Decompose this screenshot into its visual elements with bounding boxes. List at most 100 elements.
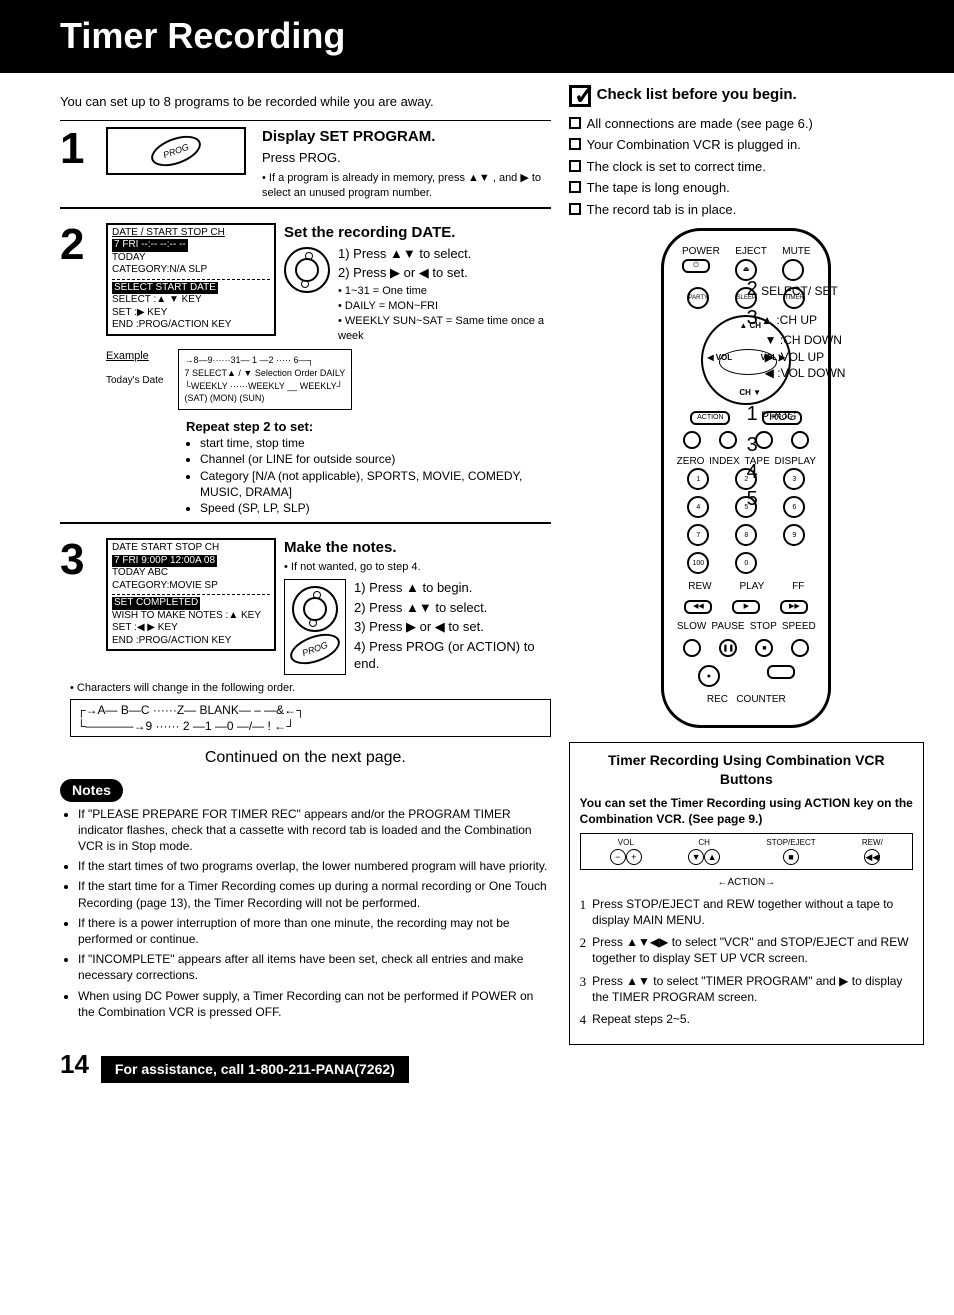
vcr-step: Repeat steps 2~5.	[592, 1011, 690, 1029]
prog-button-diagram: PROG	[106, 127, 246, 175]
vcr-vol-label: VOL	[610, 838, 642, 849]
page-title: Timer Recording	[0, 0, 954, 73]
vcr-buttons-box: Timer Recording Using Combination VCR Bu…	[569, 742, 924, 1045]
vcr-step: Press ▲▼◀▶ to select "VCR" and STOP/EJEC…	[592, 934, 913, 966]
btn-label: MUTE	[782, 245, 810, 259]
vcr-panel-diagram: VOL−+ CH▼▲ STOP/EJECT■ REW/◀◀	[580, 833, 913, 870]
step2-sub2: 2) Press ▶ or ◀ to set.	[338, 264, 551, 282]
checkbox-icon	[569, 181, 581, 193]
step3-sub3: 3) Press ▶ or ◀ to set.	[354, 618, 551, 636]
slow-button-icon	[683, 639, 701, 657]
step-3: 3 DATE START STOP CH 7 FRI 9:00P 12:00A …	[60, 532, 551, 675]
power-button-icon: ⏻	[682, 259, 710, 273]
vcr-lead: You can set the Timer Recording using AC…	[580, 795, 913, 827]
step-number: 2	[60, 223, 98, 267]
index-button-icon	[719, 431, 737, 449]
example-diagram: →8—9······31— 1 —2 ····· 6—┐ 7 SELECT▲ /…	[178, 349, 353, 409]
minus-icon: −	[610, 849, 626, 865]
vcr-title: Timer Recording Using Combination VCR Bu…	[580, 751, 913, 789]
lcd-line: SET :◀ ▶ KEY	[112, 622, 270, 635]
vcr-steps-list: 1Press STOP/EJECT and REW together witho…	[580, 896, 913, 1029]
rew-icon: ◀◀	[864, 849, 880, 865]
check-text: The tape is long enough.	[587, 179, 730, 197]
lcd-line: 7 FRI --:-- --:-- --	[112, 239, 188, 252]
repeat-item: start time, stop time	[200, 435, 551, 451]
note-item: If the start time for a Timer Recording …	[78, 878, 551, 910]
num-button-icon: 9	[783, 524, 805, 546]
vcr-action-label: ←ACTION→	[580, 876, 913, 890]
intro-text: You can set up to 8 programs to be recor…	[60, 93, 551, 111]
today-label: Today's Date	[106, 374, 164, 388]
transport-row-labels: REWPLAYFF	[674, 580, 818, 594]
note-item: If the start times of two programs overl…	[78, 858, 551, 874]
callout-text: ▲ :CH UP	[761, 313, 817, 327]
footer: 14 For assistance, call 1-800-211-PANA(7…	[0, 1045, 954, 1090]
lcd-line: SET :▶ KEY	[112, 307, 270, 320]
lcd-line: CATEGORY:N/A SLP	[112, 264, 270, 277]
bot-labels: REC COUNTER	[674, 693, 818, 707]
vcr-step: Press STOP/EJECT and REW together withou…	[592, 896, 913, 928]
step3-subtitle: If not wanted, go to step 4.	[291, 561, 421, 573]
callout-text: ▶ :VOL UP	[765, 349, 846, 365]
play-button-icon: ▶	[732, 600, 760, 614]
note-item: When using DC Power supply, a Timer Reco…	[78, 988, 551, 1020]
step1-instruction: Press PROG.	[262, 149, 551, 167]
step2-b2: DAILY = MON~FRI	[345, 300, 438, 312]
vcr-step: Press ▲▼ to select "TIMER PROGRAM" and ▶…	[592, 973, 913, 1005]
lcd-line: 7 FRI 9:00P 12:00A 08	[112, 555, 217, 568]
checklist-title: Check list before you begin.	[597, 85, 797, 105]
check-text: The record tab is in place.	[587, 201, 737, 219]
check-text: Your Combination VCR is plugged in.	[587, 136, 801, 154]
num-button-icon: 1	[687, 468, 709, 490]
btn-label: EJECT	[735, 245, 767, 259]
check-item: The tape is long enough.	[569, 179, 924, 197]
step-2: 2 DATE / START STOP CH 7 FRI --:-- --:--…	[60, 217, 551, 344]
lcd-line: CATEGORY:MOVIE SP	[112, 580, 270, 593]
callout-text: ▼ :CH DOWN	[765, 332, 846, 348]
stop-eject-icon: ■	[783, 849, 799, 865]
checkbox-icon	[569, 160, 581, 172]
num-button-icon: 4	[687, 496, 709, 518]
step3-sub4: 4) Press PROG (or ACTION) to end.	[354, 638, 551, 673]
step2-title: Set the recording DATE.	[284, 223, 551, 243]
notes-list: If "PLEASE PREPARE FOR TIMER REC" appear…	[60, 806, 551, 1020]
left-column: You can set up to 8 programs to be recor…	[60, 85, 551, 1046]
vcr-ch-label: CH	[688, 838, 720, 849]
num-button-icon: 7	[687, 524, 709, 546]
step2-sub1: 1) Press ▲▼ to select.	[338, 245, 551, 263]
jog-dial-icon	[292, 586, 338, 632]
lcd-screen-step2: DATE / START STOP CH 7 FRI --:-- --:-- -…	[106, 223, 276, 336]
rew-button-icon: ◀◀	[684, 600, 712, 614]
lcd-header: DATE START STOP CH	[112, 542, 270, 555]
step-1: 1 PROG Display SET PROGRAM. Press PROG. …	[60, 120, 551, 200]
ff-button-icon: ▶▶	[780, 600, 808, 614]
lcd-line: TODAY ABC	[112, 567, 270, 580]
rec-button-icon: ●	[698, 665, 720, 687]
diag-row: 7 SELECT▲ / ▼ Selection Order DAILY	[185, 367, 346, 380]
step-number: 3	[60, 538, 98, 582]
lcd-line: END :PROG/ACTION KEY	[112, 635, 270, 648]
order-row: ┌→A— B—C ······Z— BLANK— – —&←┐	[77, 702, 544, 718]
callout-text: SELECT/ SET	[761, 284, 838, 298]
down-icon: ▼	[688, 849, 704, 865]
note-item: If "PLEASE PREPARE FOR TIMER REC" appear…	[78, 806, 551, 855]
diag-row: └WEEKLY ······WEEKLY __ WEEKLY┘	[185, 380, 346, 393]
repeat-item: Channel (or LINE for outside source)	[200, 451, 551, 467]
lcd-select: SELECT START DATE	[112, 282, 218, 295]
num-button-icon: 0	[735, 552, 757, 574]
prog-pill-icon: PROG	[286, 628, 344, 670]
lcd-line: END :PROG/ACTION KEY	[112, 319, 270, 332]
stop-button-icon: ■	[755, 639, 773, 657]
step2-b1: 1~31 = One time	[345, 285, 427, 297]
action-button-icon: ACTION	[690, 411, 730, 425]
checkbox-icon	[569, 117, 581, 129]
check-item: The record tab is in place.	[569, 201, 924, 219]
vcr-stop-label: STOP/EJECT	[766, 838, 815, 849]
diag-row: →8—9······31— 1 —2 ····· 6—┐	[185, 354, 346, 367]
vcr-rew-label: REW/	[862, 838, 883, 849]
speed-button-icon	[791, 639, 809, 657]
btn-label: POWER	[682, 245, 720, 259]
up-icon: ▲	[704, 849, 720, 865]
repeat-item: Speed (SP, LP, SLP)	[200, 500, 551, 516]
lcd-select: SET COMPLETED	[112, 597, 200, 610]
